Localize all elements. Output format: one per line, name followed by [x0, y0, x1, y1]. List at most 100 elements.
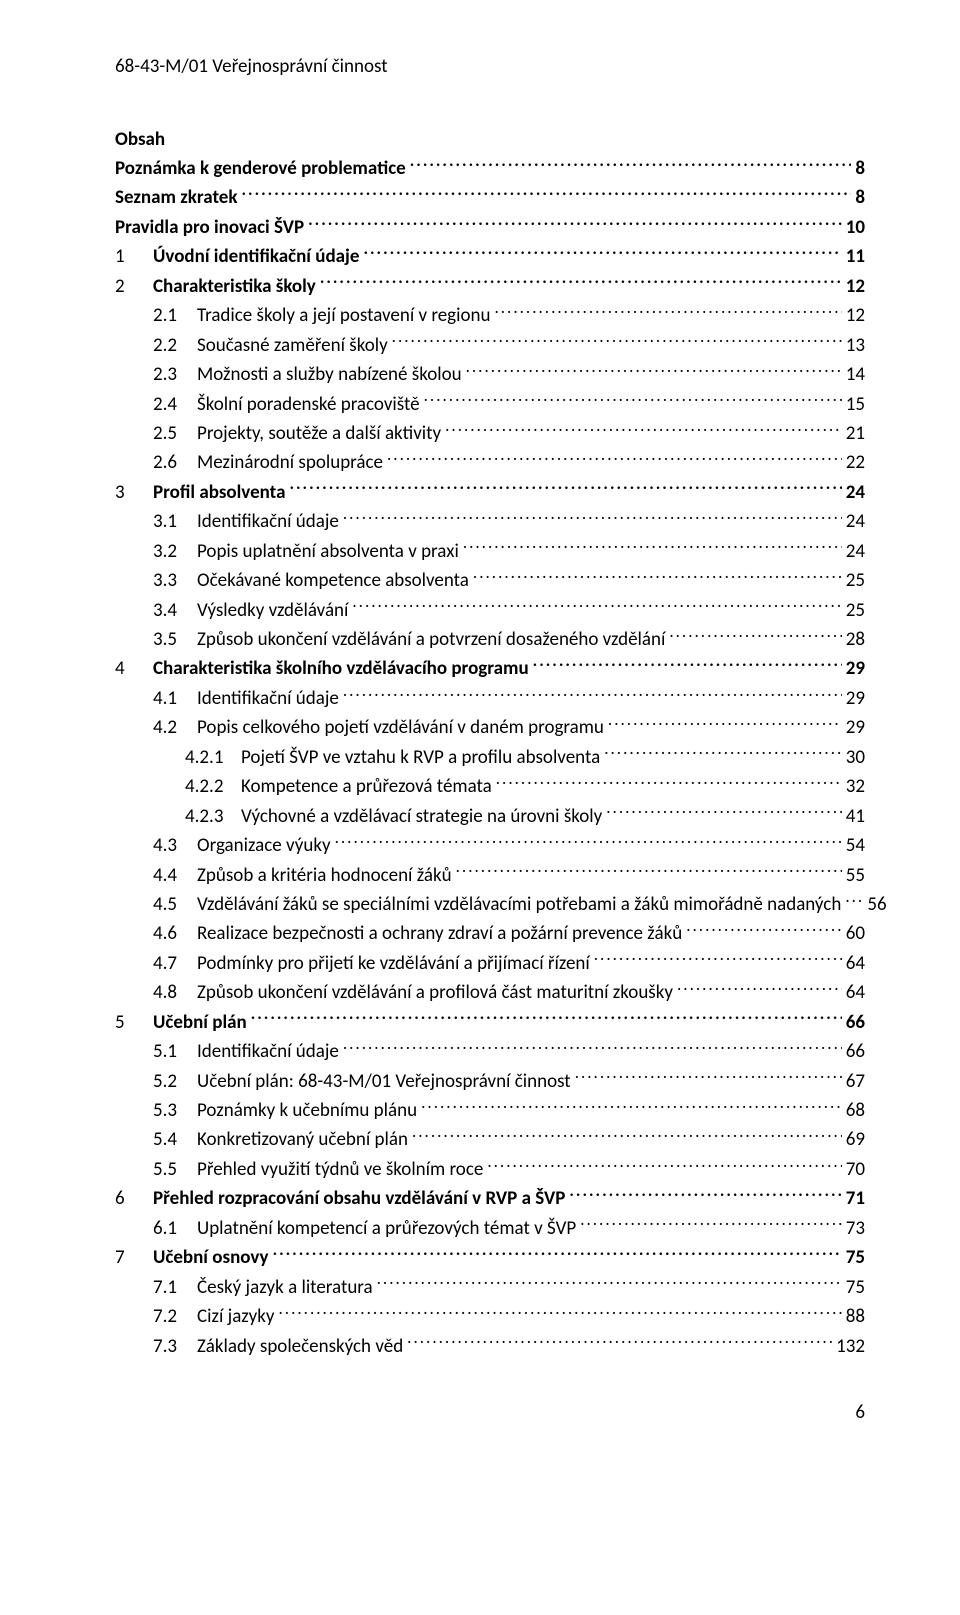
- toc-entry-number: 3.2: [153, 537, 197, 566]
- toc-entry-number: 4: [115, 654, 153, 683]
- toc-entry-number: 5.3: [153, 1096, 197, 1125]
- toc-entry-page: 8: [855, 154, 865, 183]
- toc-entry-number: 4.6: [153, 919, 197, 948]
- page-header: 68-43-M/01 Veřejnosprávní činnost: [115, 55, 865, 78]
- toc-entry-label: Učební osnovy: [153, 1243, 269, 1272]
- toc-entry-page: 29: [846, 684, 865, 713]
- toc-entry-label: Identifikační údaje: [197, 507, 339, 536]
- toc-entry-number: 6.1: [153, 1214, 197, 1243]
- toc-entry-number: 2.2: [153, 331, 197, 360]
- toc-entry-label: Uplatnění kompetencí a průřezových témat…: [197, 1214, 576, 1243]
- toc-entry-page: 71: [846, 1184, 865, 1213]
- toc-entry-page: 56: [867, 890, 886, 919]
- toc-entry-label: Popis celkového pojetí vzdělávání v dané…: [197, 713, 604, 742]
- toc-entry: 1Úvodní identifikační údaje 11: [115, 242, 865, 271]
- toc-entry-label: Charakteristika školního vzdělávacího pr…: [153, 654, 529, 683]
- toc-entry-label: Identifikační údaje: [197, 684, 339, 713]
- toc-entry-label: Seznam zkratek: [115, 183, 238, 212]
- toc-entry-number: 5: [115, 1008, 153, 1037]
- toc-leader-dots: [466, 361, 842, 380]
- toc-entry-number: 2.3: [153, 360, 197, 389]
- toc-leader-dots: [487, 1156, 841, 1175]
- toc-entry-label: Projekty, soutěže a další aktivity: [197, 419, 441, 448]
- toc-entry-number: 3.5: [153, 625, 197, 654]
- toc-leader-dots: [278, 1303, 841, 1322]
- toc-leader-dots: [320, 273, 842, 292]
- toc-entry-label: Identifikační údaje: [197, 1037, 339, 1066]
- toc-entry-number: 7.2: [153, 1302, 197, 1331]
- toc-entry: 4.2.2Kompetence a průřezová témata 32: [115, 772, 865, 801]
- toc-entry-number: 2.1: [153, 301, 197, 330]
- toc-entry-page: 10: [846, 213, 865, 242]
- toc-entry-page: 60: [846, 919, 865, 948]
- toc-entry: 3.4Výsledky vzdělávání 25: [115, 596, 865, 625]
- toc-entry-label: Způsob ukončení vzdělávání a potvrzení d…: [197, 625, 665, 654]
- toc-entry-label: Učební plán: 68-43-M/01 Veřejnosprávní č…: [197, 1067, 571, 1096]
- toc-entry-number: 4.1: [153, 684, 197, 713]
- toc-leader-dots: [463, 538, 842, 557]
- toc-entry-page: 66: [846, 1008, 865, 1037]
- toc-entry: 2.6Mezinárodní spolupráce 22: [115, 448, 865, 477]
- toc-entry-page: 8: [855, 183, 865, 212]
- toc-leader-dots: [606, 803, 842, 822]
- toc-entry-label: Český jazyk a literatura: [197, 1273, 373, 1302]
- toc-entry: 3.5Způsob ukončení vzdělávání a potvrzen…: [115, 625, 865, 654]
- toc-entry-number: 3.4: [153, 596, 197, 625]
- toc-entry-label: Úvodní identifikační údaje: [153, 242, 359, 271]
- toc-entry-page: 32: [846, 772, 865, 801]
- toc-entry-page: 54: [846, 831, 865, 860]
- toc-entry-number: 4.2.1: [185, 743, 241, 772]
- toc-entry-page: 22: [846, 448, 865, 477]
- toc-entry: 4.1Identifikační údaje 29: [115, 684, 865, 713]
- toc-leader-dots: [533, 655, 842, 674]
- toc-entry-page: 73: [846, 1214, 865, 1243]
- toc-entry-page: 66: [846, 1037, 865, 1066]
- toc-entry: 3.3Očekávané kompetence absolventa 25: [115, 566, 865, 595]
- toc-leader-dots: [343, 508, 842, 527]
- toc-leader-dots: [363, 243, 841, 262]
- toc-entry-number: 4.4: [153, 861, 197, 890]
- toc-entry-label: Pravidla pro inovaci ŠVP: [115, 213, 304, 242]
- toc-entry-number: 4.5: [153, 890, 197, 919]
- toc-entry: 4.3Organizace výuky 54: [115, 831, 865, 860]
- toc-entry: 3.1Identifikační údaje 24: [115, 507, 865, 536]
- toc-leader-dots: [845, 891, 863, 910]
- toc-leader-dots: [377, 1274, 842, 1293]
- toc-entry-page: 15: [846, 390, 865, 419]
- toc-entry-label: Způsob a kritéria hodnocení žáků: [197, 861, 452, 890]
- toc-leader-dots: [575, 1068, 842, 1087]
- toc-entry-label: Výchovné a vzdělávací strategie na úrovn…: [241, 802, 602, 831]
- toc-entry-page: 29: [846, 654, 865, 683]
- table-of-contents: Poznámka k genderové problematice 8Sezna…: [115, 154, 865, 1361]
- toc-entry-label: Vzdělávání žáků se speciálními vzdělávac…: [197, 890, 841, 919]
- toc-leader-dots: [352, 597, 841, 616]
- toc-entry-number: 2.5: [153, 419, 197, 448]
- toc-entry-page: 68: [846, 1096, 865, 1125]
- toc-entry: Pravidla pro inovaci ŠVP 10: [115, 213, 865, 242]
- toc-entry-number: 7.1: [153, 1273, 197, 1302]
- toc-leader-dots: [473, 567, 842, 586]
- toc-entry-label: Přehled rozpracování obsahu vzdělávání v…: [153, 1184, 565, 1213]
- toc-entry-number: 3.1: [153, 507, 197, 536]
- toc-leader-dots: [407, 1333, 832, 1352]
- toc-leader-dots: [273, 1244, 842, 1263]
- toc-entry-number: 4.2.2: [185, 772, 241, 801]
- toc-entry-page: 70: [846, 1155, 865, 1184]
- toc-entry-page: 75: [846, 1243, 865, 1272]
- toc-entry-label: Podmínky pro přijetí ke vzdělávání a při…: [197, 949, 590, 978]
- toc-entry-number: 3.3: [153, 566, 197, 595]
- toc-entry: 4.8Způsob ukončení vzdělávání a profilov…: [115, 978, 865, 1007]
- toc-entry-label: Výsledky vzdělávání: [197, 596, 348, 625]
- toc-entry: 2.4Školní poradenské pracoviště 15: [115, 390, 865, 419]
- toc-leader-dots: [594, 950, 842, 969]
- toc-entry-page: 11: [846, 242, 865, 271]
- toc-entry-page: 24: [846, 537, 865, 566]
- toc-entry: 5.4Konkretizovaný učební plán 69: [115, 1125, 865, 1154]
- toc-entry: Seznam zkratek 8: [115, 183, 865, 212]
- toc-entry-label: Očekávané kompetence absolventa: [197, 566, 469, 595]
- toc-entry: 7.1Český jazyk a literatura 75: [115, 1273, 865, 1302]
- toc-entry-label: Realizace bezpečnosti a ochrany zdraví a…: [197, 919, 682, 948]
- toc-leader-dots: [343, 685, 842, 704]
- toc-entry-number: 5.1: [153, 1037, 197, 1066]
- toc-entry-label: Organizace výuky: [197, 831, 331, 860]
